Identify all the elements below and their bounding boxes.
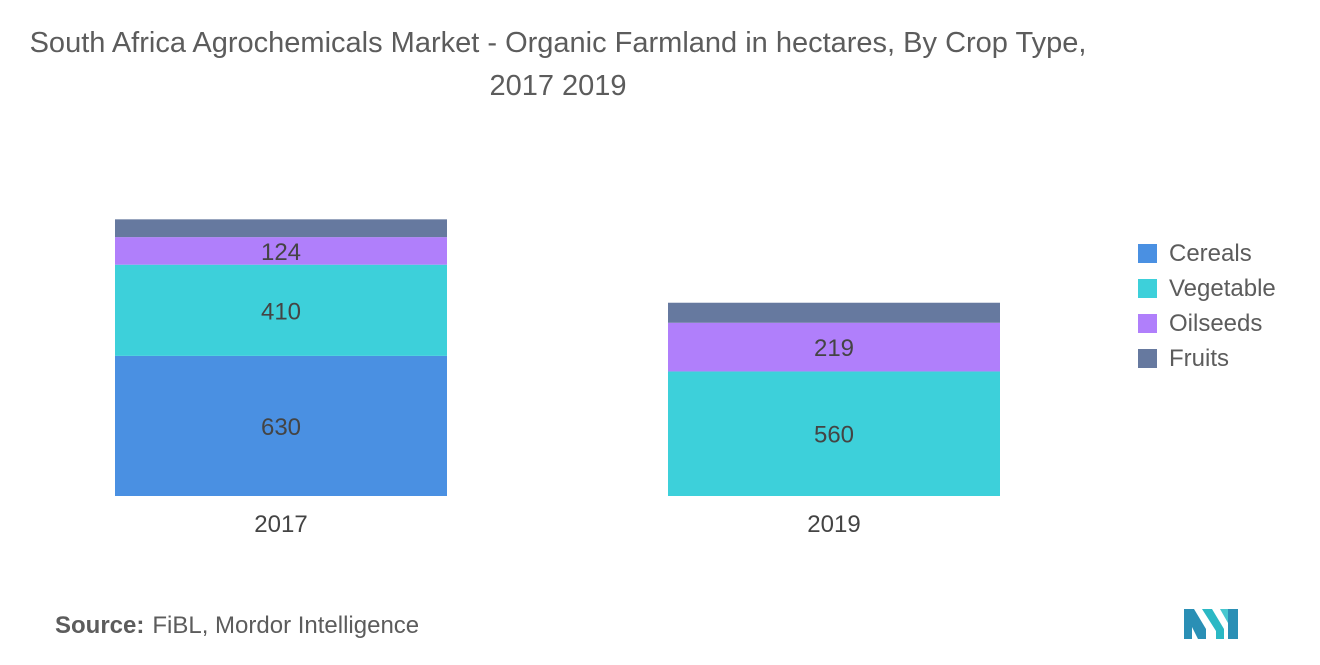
bar-oilseeds-2019 [668, 322, 1000, 372]
source-note: Source: FiBL, Mordor Intelligence [55, 612, 419, 640]
legend-label-vegetable: Vegetable [1169, 274, 1276, 302]
bar-vegetable-2017 [115, 264, 447, 356]
data-label-vegetable-2017: 410 [261, 298, 301, 325]
legend-swatch-fruits [1138, 349, 1157, 368]
data-label-vegetable-2019: 560 [814, 422, 854, 449]
bar-oilseeds-2017 [115, 237, 447, 265]
bar-cereals-2017 [115, 355, 447, 496]
bar-vegetable-2019 [668, 371, 1000, 496]
legend-item-vegetable: Vegetable [1138, 271, 1276, 306]
legend-label-cereals: Cereals [1169, 239, 1252, 267]
legend-item-oilseeds: Oilseeds [1138, 306, 1276, 341]
mordor-intelligence-logo-icon [1184, 609, 1238, 639]
legend-item-fruits: Fruits [1138, 341, 1276, 376]
bar-fruits-2019 [668, 302, 1000, 323]
source-text: FiBL, Mordor Intelligence [152, 612, 420, 639]
chart-title: South Africa Agrochemicals Market - Orga… [29, 27, 1087, 102]
legend-swatch-vegetable [1138, 279, 1157, 298]
data-label-oilseeds-2017: 124 [261, 239, 301, 266]
data-label-oilseeds-2019: 219 [814, 335, 854, 362]
source-label: Source: [55, 612, 145, 639]
legend-label-fruits: Fruits [1169, 344, 1229, 372]
bar-fruits-2017 [115, 219, 447, 238]
chart-legend: Cereals Vegetable Oilseeds Fruits [1138, 236, 1276, 376]
x-tick-label-2019: 2019 [807, 511, 860, 538]
legend-swatch-cereals [1138, 244, 1157, 263]
legend-swatch-oilseeds [1138, 314, 1157, 333]
legend-label-oilseeds: Oilseeds [1169, 309, 1263, 337]
data-label-cereals-2017: 630 [261, 414, 301, 441]
chart-plot: 630 410 124 2017 560 219 2019 [115, 219, 1000, 538]
x-tick-label-2017: 2017 [254, 511, 307, 538]
legend-item-cereals: Cereals [1138, 236, 1276, 271]
